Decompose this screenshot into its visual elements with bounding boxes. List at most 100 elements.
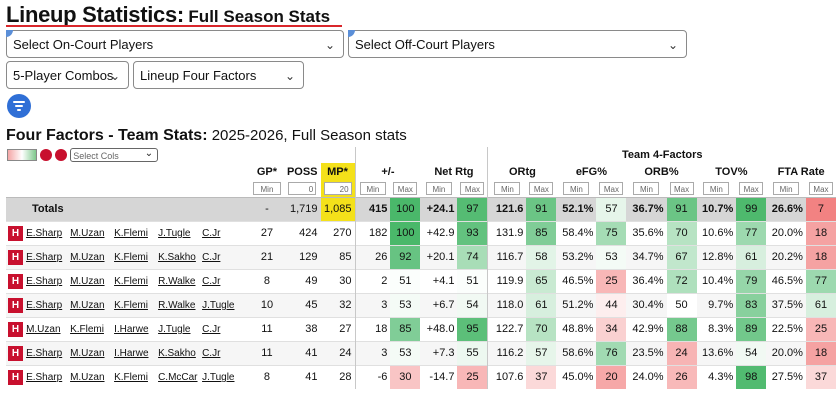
filter-button[interactable]	[7, 94, 31, 118]
cell-poss: 129	[283, 244, 321, 269]
orb-min-input[interactable]: Min	[633, 181, 660, 195]
player-link[interactable]: R.Walke	[158, 275, 196, 287]
player-link[interactable]: C.Jr	[202, 227, 221, 239]
gp-min-input[interactable]: Min	[252, 181, 281, 195]
player-link[interactable]: I.Harwe	[114, 323, 149, 335]
player-link[interactable]: E.Sharp	[26, 347, 63, 359]
cell-tov: 8.3%	[696, 316, 737, 341]
select-cols-dropdown[interactable]: Select Cols ⌄	[70, 148, 159, 162]
cell-tov: 10.4%	[696, 268, 737, 293]
player-link[interactable]: M.Uzan	[70, 299, 105, 311]
player-link[interactable]: K.Sakho	[158, 347, 196, 359]
player-link[interactable]: K.Sakho	[158, 251, 196, 263]
col-mp[interactable]: MP*	[320, 163, 356, 180]
player-link[interactable]: C.McCar	[158, 372, 198, 384]
player-link[interactable]: C.Jr	[202, 323, 221, 335]
col-poss[interactable]: POSS	[283, 163, 321, 180]
ortg-min-input[interactable]: Min	[494, 181, 521, 195]
lineup-table: x-icon info-icon Select Cols ⌄ Team 4-Fa…	[6, 147, 836, 389]
player-link[interactable]: E.Sharp	[26, 299, 63, 311]
cell-ortg-pctile: 91	[526, 196, 557, 221]
efg-max-input[interactable]: Max	[599, 181, 624, 195]
combos-select[interactable]: 5-Player Combos ⌄	[6, 61, 129, 89]
cell-pm: 3	[354, 292, 391, 317]
team-logo-icon: H	[8, 345, 23, 361]
cell-ortg: 121.6	[487, 196, 527, 221]
player-link[interactable]: E.Sharp	[26, 251, 63, 263]
pm-min-input[interactable]: Min	[359, 181, 386, 195]
tov-min-input[interactable]: Min	[703, 181, 730, 195]
player-link[interactable]: K.Flemi	[114, 275, 148, 287]
cell-tov: 4.3%	[696, 364, 737, 389]
cell-tov-pctile: 54	[736, 340, 767, 365]
player-link[interactable]: M.Uzan	[70, 372, 105, 384]
cell-net-pctile: 93	[457, 220, 488, 245]
net-min-input[interactable]: Min	[425, 181, 452, 195]
player-link[interactable]: M.Uzan	[70, 251, 105, 263]
cell-efg-pctile: 53	[596, 244, 627, 269]
on-court-select[interactable]: Select On-Court Players ⌄	[6, 30, 344, 58]
off-court-select[interactable]: Select Off-Court Players ⌄	[348, 30, 687, 58]
tov-max-input[interactable]: Max	[739, 181, 764, 195]
col-plus-minus[interactable]: +/-	[354, 163, 421, 180]
player-link[interactable]: J.Tugle	[202, 372, 235, 384]
cell-tov-pctile: 98	[736, 364, 767, 389]
cell-ortg: 131.9	[487, 220, 527, 245]
cell-efg-pctile: 20	[596, 364, 627, 389]
net-max-input[interactable]: Max	[460, 181, 485, 195]
poss-min-input[interactable]: 0	[288, 181, 317, 195]
orb-max-input[interactable]: Max	[669, 181, 694, 195]
cell-ortg-pctile: 37	[526, 364, 557, 389]
player-link[interactable]: K.Flemi	[114, 251, 148, 263]
col-ortg[interactable]: ORtg	[487, 163, 557, 180]
team-logo-icon: H	[8, 225, 23, 241]
x-icon[interactable]: x-icon	[40, 149, 53, 161]
col-orb[interactable]: ORB%	[626, 163, 697, 180]
col-gp[interactable]: GP*	[249, 163, 284, 180]
player-link[interactable]: M.Uzan	[70, 275, 105, 287]
player-link[interactable]: M.Uzan	[70, 227, 105, 239]
col-tov[interactable]: TOV%	[696, 163, 767, 180]
player-link[interactable]: C.Jr	[202, 347, 221, 359]
player-link[interactable]: I.Harwe	[114, 347, 149, 359]
player-link[interactable]: E.Sharp	[26, 227, 63, 239]
totals-label: Totals	[6, 196, 250, 221]
mp-min-input[interactable]: 20	[323, 181, 352, 195]
pm-max-input[interactable]: Max	[393, 181, 418, 195]
player-link[interactable]: C.Jr	[202, 275, 221, 287]
cell-gp: 8	[249, 364, 284, 389]
cell-fta: 26.6%	[766, 196, 806, 221]
player-link[interactable]: K.Flemi	[114, 372, 148, 384]
cell-gp: 11	[249, 340, 284, 365]
cell-net-pctile: 97	[457, 196, 488, 221]
player-link[interactable]: K.Flemi	[114, 227, 148, 239]
cell-poss: 38	[283, 316, 321, 341]
player-link[interactable]: J.Tugle	[158, 323, 191, 335]
player-link[interactable]: K.Flemi	[114, 299, 148, 311]
fta-min-input[interactable]: Min	[773, 181, 800, 195]
col-efg[interactable]: eFG%	[556, 163, 627, 180]
player-link[interactable]: M.Uzan	[70, 347, 105, 359]
player-link[interactable]: E.Sharp	[26, 275, 63, 287]
player-link[interactable]: R.Walke	[158, 299, 196, 311]
cell-gp: 10	[249, 292, 284, 317]
col-fta[interactable]: FTA Rate	[766, 163, 836, 180]
info-icon[interactable]: info-icon	[55, 149, 68, 161]
factors-select[interactable]: Lineup Four Factors ⌄	[133, 61, 304, 89]
cell-fta-pctile: 25	[805, 316, 836, 341]
player-link[interactable]: K.Flemi	[70, 323, 104, 335]
fta-max-input[interactable]: Max	[808, 181, 833, 195]
cell-net: +20.1	[420, 244, 458, 269]
cell-fta-pctile: 18	[805, 244, 836, 269]
ortg-max-input[interactable]: Max	[529, 181, 554, 195]
player-link[interactable]: J.Tugle	[158, 227, 191, 239]
player-link[interactable]: E.Sharp	[26, 372, 63, 384]
player-link[interactable]: M.Uzan	[26, 323, 61, 335]
col-net-rtg[interactable]: Net Rtg	[420, 163, 488, 180]
player-link[interactable]: C.Jr	[202, 251, 221, 263]
efg-min-input[interactable]: Min	[563, 181, 590, 195]
table-row: H E.Sharp M.Uzan K.Flemi C.McCar J.Tugle 8 4…	[6, 364, 836, 389]
cell-poss: 41	[283, 364, 321, 389]
cell-fta: 20.2%	[766, 244, 806, 269]
player-link[interactable]: J.Tugle	[202, 299, 235, 311]
